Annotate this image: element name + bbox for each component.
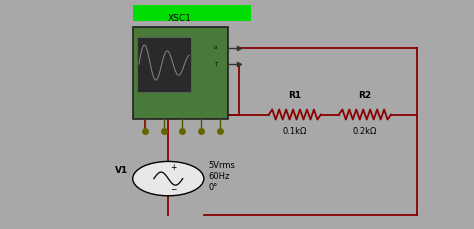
Text: +: + [170,164,176,172]
Text: 0.1kΩ: 0.1kΩ [283,127,307,136]
Text: V1: V1 [115,166,128,174]
FancyBboxPatch shape [133,27,228,119]
Text: T: T [214,62,217,67]
Text: R1: R1 [288,90,301,100]
Text: R2: R2 [358,90,372,100]
Text: −: − [170,185,176,194]
Text: 5Vrms
60Hz
0°: 5Vrms 60Hz 0° [209,161,236,192]
Text: 0.2kΩ: 0.2kΩ [353,127,377,136]
Text: o: o [214,45,218,50]
Text: XSC1: XSC1 [168,14,192,23]
FancyBboxPatch shape [137,37,191,92]
Circle shape [133,161,204,196]
Bar [133,5,251,21]
